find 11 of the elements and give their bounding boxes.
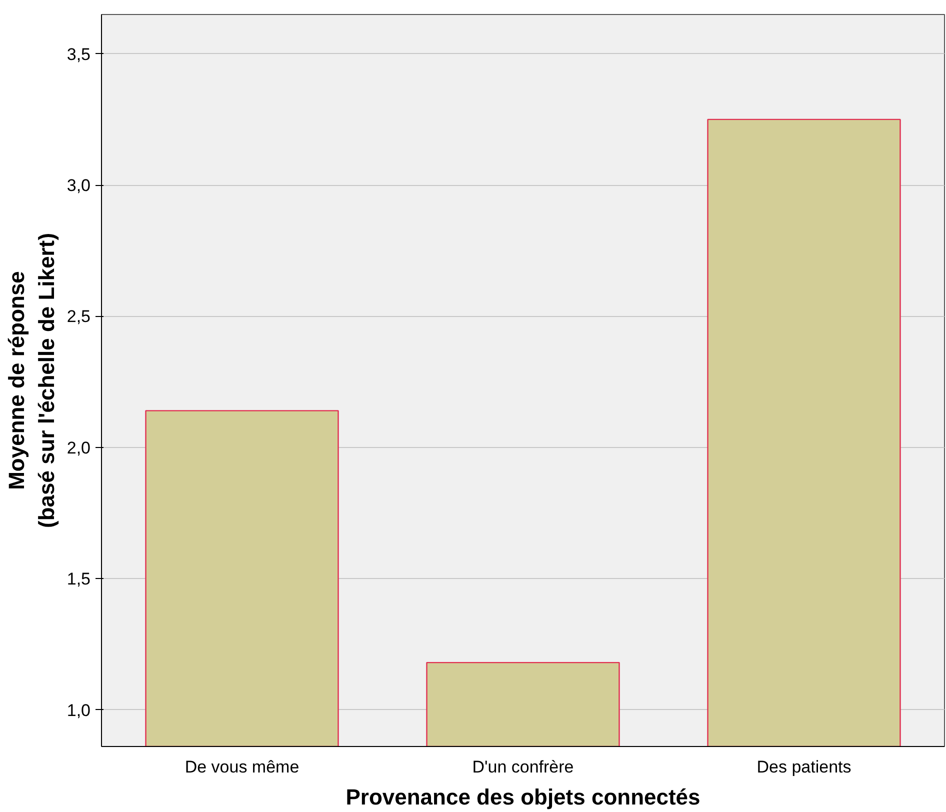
- y-tick-label: 3,0: [66, 176, 91, 196]
- y-axis-title: Moyenne de réponse (basé sur l'échelle de Likert): [4, 232, 59, 528]
- y-tick-label: 2,5: [66, 307, 91, 326]
- x-tick-label: D'un confrère: [472, 758, 574, 776]
- x-axis-title: Provenance des objets connectés: [346, 784, 700, 810]
- y-tick-label: 1,5: [66, 570, 91, 589]
- y-tick-label: 3,5: [66, 44, 91, 64]
- x-tick-label: Des patients: [756, 758, 852, 776]
- y-tick-label: 2,0: [66, 438, 91, 458]
- x-tick-label: De vous même: [184, 758, 300, 776]
- y-tick-label: 1,0: [66, 700, 91, 720]
